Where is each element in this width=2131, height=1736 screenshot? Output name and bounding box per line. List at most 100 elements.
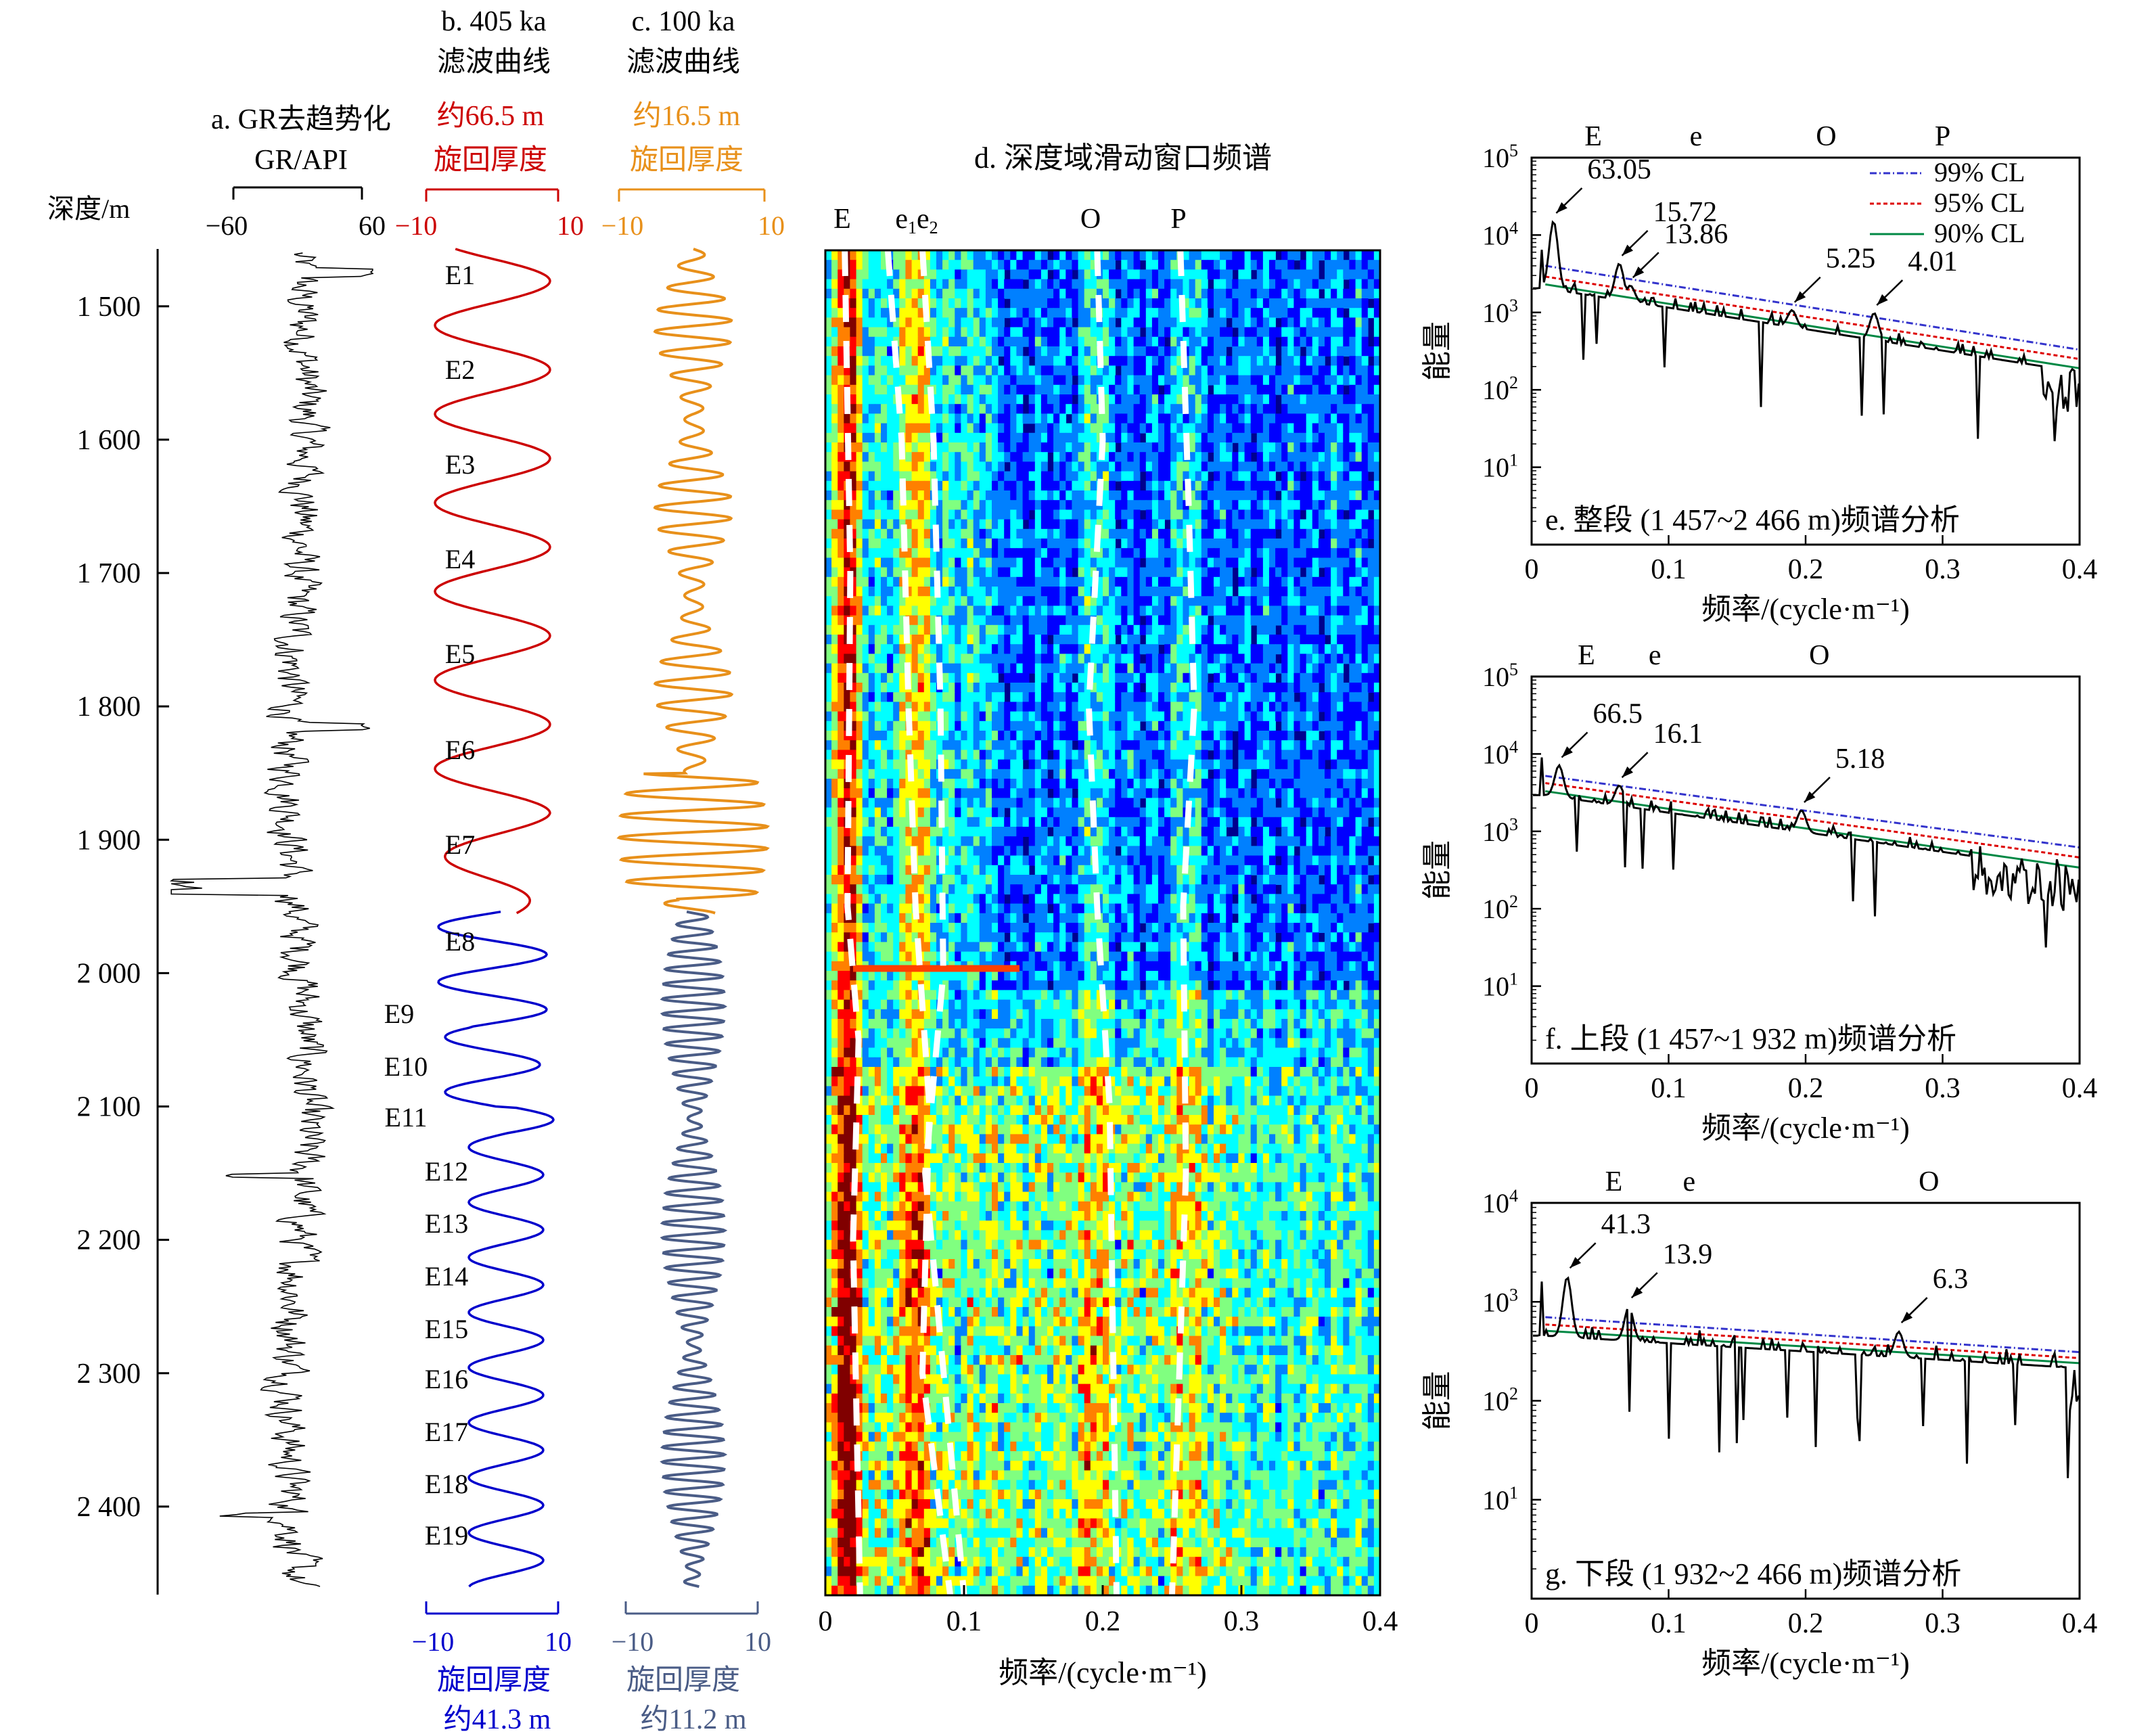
depth-axis-label: 深度/m <box>47 193 130 224</box>
peak-arrow-head <box>1632 267 1645 278</box>
spectrum-x-tick-label: 0.4 <box>2062 1608 2098 1639</box>
spectrum-x-tick-label: 0.3 <box>1925 554 1961 585</box>
cycle-label-e16: E16 <box>425 1364 468 1394</box>
peak-label: 6.3 <box>1933 1264 1969 1295</box>
spectrum-x-tick-label: 0.4 <box>2062 1073 2098 1104</box>
spectrum-x-tick-label: 0.3 <box>1925 1608 1961 1639</box>
spectrum-band-label: O <box>1919 1166 1939 1197</box>
panel-b-top-note: 约66.5 m <box>437 101 545 132</box>
panel-c-bottom-note2: 约11.2 m <box>640 1704 746 1735</box>
spectrum-y-tick-label: 104 <box>1482 218 1518 250</box>
panel-d-title: d. 深度域滑动窗口频谱 <box>974 141 1272 175</box>
spectrogram-track-2 <box>884 250 953 1595</box>
spectrogram-heatmap <box>825 250 1380 1595</box>
cycle-label-e5: E5 <box>445 639 475 669</box>
spectrogram-x-ticks: 0 0.1 0.2 0.3 0.4 <box>819 1585 1398 1637</box>
peak-label: 5.25 <box>1826 244 1876 275</box>
panel-b-top-xmin: −10 <box>395 210 438 241</box>
spectrogram-tracks <box>842 250 1197 1595</box>
spectrum-xlabel: 频率/(cycle·m⁻¹) <box>1701 593 1910 626</box>
spectrum-x-tick-label: 0.3 <box>1925 1073 1961 1104</box>
filter-405ka-upper-curve <box>434 248 551 915</box>
panel-c-top-xmin: −10 <box>601 210 644 241</box>
peak-label: 15.72 <box>1653 197 1718 228</box>
confidence-line-95 <box>1545 275 2080 361</box>
confidence-line-95 <box>1545 782 2080 859</box>
spectrum-y-tick-label: 102 <box>1482 373 1518 405</box>
confidence-line-90 <box>1545 283 2080 369</box>
confidence-line-99 <box>1545 265 2080 351</box>
panel-b-subtitle: 滤波曲线 <box>437 47 551 78</box>
spectrum-y-tick-label: 104 <box>1482 737 1518 769</box>
spectrum-y-tick-label: 103 <box>1482 815 1518 847</box>
spectrum-y-tick-label: 101 <box>1482 1483 1518 1515</box>
spectrum-y-tick-label: 105 <box>1482 660 1518 692</box>
depth-tick-label: 2 300 <box>77 1358 141 1390</box>
peak-label: 13.86 <box>1664 219 1728 250</box>
cycle-label-e13: E13 <box>425 1208 468 1239</box>
spectrogram-track-5 <box>1169 250 1197 1595</box>
peak-arrow-head <box>1622 244 1634 256</box>
panel-d-label-e: E <box>833 204 851 235</box>
spectrum-x-tick-label: 0.1 <box>1651 1073 1687 1104</box>
panel-b-bottom-xmax: 10 <box>545 1626 572 1657</box>
panel-d-label-p: P <box>1170 204 1186 235</box>
spectrum-curve <box>1533 220 2080 442</box>
confidence-line-90 <box>1545 790 2080 869</box>
panel-c: c. 100 ka 滤波曲线 约16.5 m 旋回厚度 −10 10 −10 1… <box>601 6 785 1735</box>
spectrum-x-tick-label: 0.4 <box>2062 554 2098 585</box>
cycle-label-e2: E2 <box>445 355 475 385</box>
spectrogram-track-3 <box>919 250 967 1595</box>
peak-arrow-head <box>1561 746 1573 758</box>
peak-arrow-head <box>1877 294 1888 306</box>
panel-a-unit: GR/API <box>254 145 348 176</box>
cycle-label-e3: E3 <box>445 449 475 480</box>
peak-label: 4.01 <box>1908 246 1958 277</box>
legend-label: 95% CL <box>1934 187 2025 218</box>
spectrum-band-label: e <box>1683 1166 1696 1197</box>
cycle-label-e8: E8 <box>445 926 475 957</box>
panel-a-title: a. GR去趋势化 <box>211 104 391 135</box>
spectrum-x-tick-label: 0.2 <box>1788 1608 1824 1639</box>
panel-d: d. 深度域滑动窗口频谱 E e1e2 O P 0 0.1 0.2 0.3 0.4 频率… <box>819 141 1398 1689</box>
spectrum-curve <box>1533 757 2080 948</box>
confidence-line-99 <box>1545 775 2080 849</box>
panel-b-top-note2: 旋回厚度 <box>434 145 547 176</box>
legend-label: 99% CL <box>1934 157 2025 187</box>
spectrum-x-tick-label: 0.1 <box>1651 554 1687 585</box>
panel-a: a. GR去趋势化 GR/API −60 60 <box>169 104 391 1587</box>
peak-arrow-head <box>1794 291 1806 302</box>
spectrum-ylabel: 能量 <box>1421 321 1454 381</box>
filter-405ka-lower-curve <box>437 910 555 1588</box>
panel-c-top-note2: 旋回厚度 <box>630 145 743 176</box>
depth-tick-label: 2 000 <box>77 958 141 989</box>
panel-c-bottom-xmin: −10 <box>612 1626 654 1657</box>
panel-b-bottom-xmin: −10 <box>412 1626 455 1657</box>
panel-c-subtitle: 滤波曲线 <box>626 47 740 78</box>
spectrum-title: e. 整段 (1 457~2 466 m)频谱分析 <box>1545 503 1960 536</box>
spectrum-curve <box>1533 1276 2080 1478</box>
panel-b-bottom-note: 旋回厚度 <box>437 1665 551 1696</box>
panel-b-top-xmax: 10 <box>557 210 584 241</box>
peak-arrow-head <box>1804 791 1816 802</box>
peak-label: 5.18 <box>1835 744 1885 775</box>
panel-c-bottom-xmax: 10 <box>744 1626 771 1657</box>
spectrum-frame <box>1530 1202 2081 1600</box>
panel-d-label-e1e2: e1e2 <box>895 204 938 237</box>
peak-arrow-head <box>1901 1311 1913 1323</box>
peak-arrow-head <box>1622 766 1634 778</box>
spectrum-band-label: E <box>1584 121 1602 152</box>
spectrum-x-tick-label: 0.2 <box>1788 1073 1824 1104</box>
spectrum-x-tick-label: 0 <box>1525 1073 1539 1104</box>
panel-d-label-o: O <box>1080 204 1101 235</box>
confidence-line-99 <box>1545 1316 2080 1354</box>
spectrum-band-label: e <box>1649 640 1662 671</box>
cycle-label-e11: E11 <box>385 1102 428 1133</box>
spectrum-band-label: E <box>1605 1166 1623 1197</box>
cycle-label-e4: E4 <box>445 544 475 574</box>
spectrum-y-tick-label: 105 <box>1482 141 1518 173</box>
